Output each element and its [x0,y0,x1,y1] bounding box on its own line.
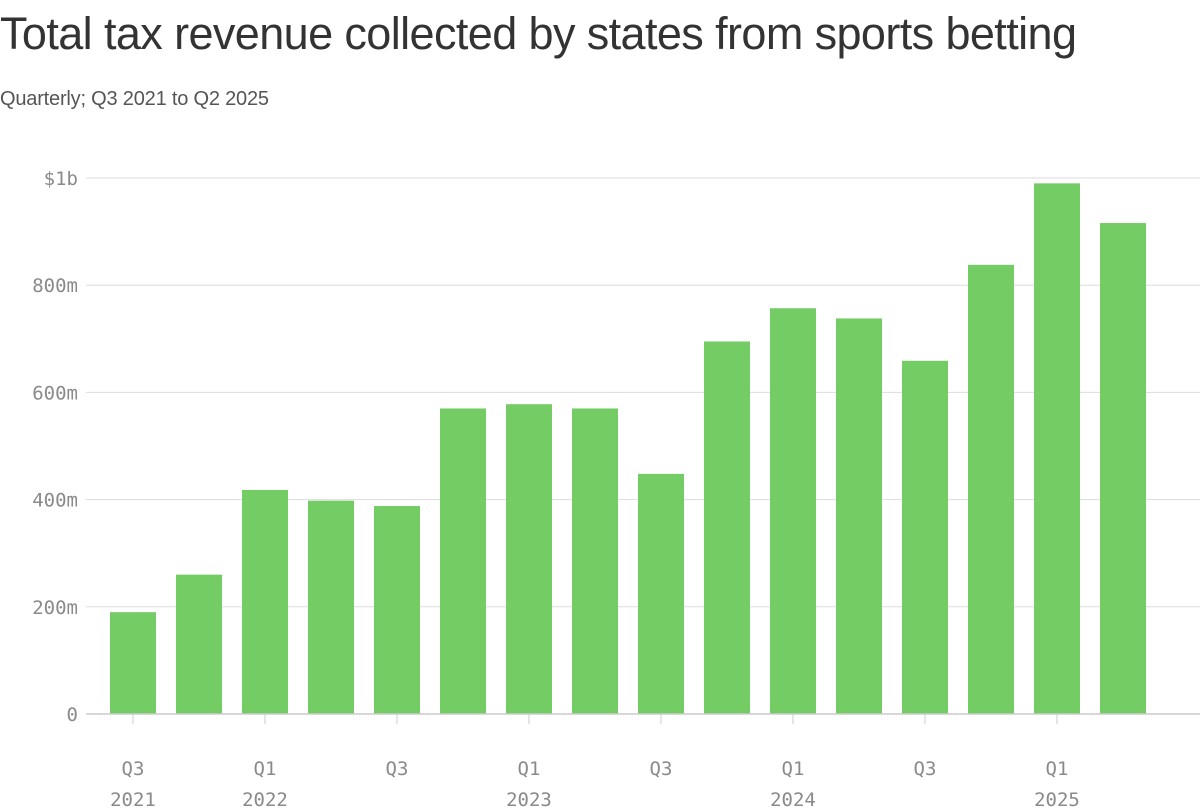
x-tick-quarter-label: Q3 [650,758,673,780]
bar [176,574,222,714]
y-axis-ticks: 0 200m 400m 600m 800m $1b [32,168,78,726]
x-tick-quarter-label: Q3 [914,758,937,780]
bars [110,183,1146,715]
x-tick-quarter-label: Q1 [1046,758,1069,780]
bar [902,360,948,714]
bar [968,264,1014,714]
x-tick-quarter-label: Q1 [254,758,277,780]
y-tick-label: $1b [44,168,78,190]
chart-subtitle: Quarterly; Q3 2021 to Q2 2025 [0,88,269,110]
y-tick-label: 800m [32,275,78,297]
x-tick-quarter-label: Q1 [782,758,805,780]
bar [506,404,552,714]
bar [440,408,486,714]
bar [242,489,288,714]
y-tick-label: 600m [32,382,78,404]
x-tick-year-label: 2024 [770,789,816,811]
bar [374,506,420,714]
bar [572,408,618,714]
bar [638,473,684,714]
x-axis-ticks: Q3 2021 Q1 2022 Q3 Q1 2023 Q3 Q1 2024 Q3 Q1 2025 [110,714,1080,811]
x-tick-quarter-label: Q3 [122,758,145,780]
x-tick-year-label: 2021 [110,789,156,811]
bar [704,341,750,714]
bar [770,308,816,714]
bar [1100,223,1146,715]
bar [308,500,354,714]
y-tick-label: 0 [67,704,78,726]
y-tick-label: 400m [32,490,78,512]
x-tick-quarter-label: Q1 [518,758,541,780]
x-tick-year-label: 2023 [506,789,552,811]
bar [836,318,882,714]
x-tick-year-label: 2022 [242,789,288,811]
bar [1034,183,1080,715]
y-tick-label: 200m [32,597,78,619]
bar [110,612,156,714]
chart-title: Total tax revenue collected by states fr… [0,8,1077,59]
x-tick-quarter-label: Q3 [386,758,409,780]
x-tick-year-label: 2025 [1034,789,1080,811]
